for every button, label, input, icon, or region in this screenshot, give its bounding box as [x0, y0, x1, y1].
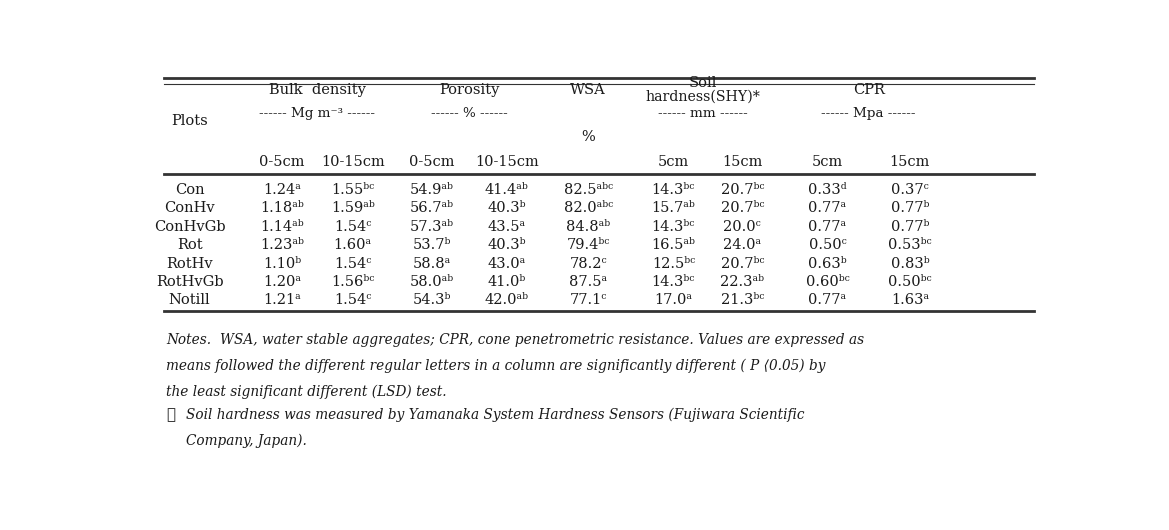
Text: 20.7ᵇᶜ: 20.7ᵇᶜ: [720, 201, 765, 216]
Text: 79.4ᵇᶜ: 79.4ᵇᶜ: [567, 238, 610, 252]
Text: 16.5ᵃᵇ: 16.5ᵃᵇ: [651, 238, 696, 252]
Text: 0.83ᵇ: 0.83ᵇ: [891, 257, 929, 271]
Text: 78.2ᶜ: 78.2ᶜ: [569, 257, 607, 271]
Text: 20.0ᶜ: 20.0ᶜ: [724, 220, 761, 234]
Text: 84.8ᵃᵇ: 84.8ᵃᵇ: [566, 220, 610, 234]
Text: 77.1ᶜ: 77.1ᶜ: [569, 293, 607, 307]
Text: 1.20ᵃ: 1.20ᵃ: [263, 275, 302, 289]
Text: 14.3ᵇᶜ: 14.3ᵇᶜ: [651, 183, 696, 197]
Text: Company, Japan).: Company, Japan).: [186, 434, 307, 448]
Text: RotHvGb: RotHvGb: [155, 275, 223, 289]
Text: means followed the different regular letters in a column are significantly diffe: means followed the different regular let…: [166, 359, 825, 373]
Text: ------ mm ------: ------ mm ------: [658, 107, 748, 120]
Text: Porosity: Porosity: [438, 83, 499, 97]
Text: Bulk  density: Bulk density: [269, 83, 366, 97]
Text: 1.24ᵃ: 1.24ᵃ: [263, 183, 300, 197]
Text: 58.8ᵃ: 58.8ᵃ: [413, 257, 450, 271]
Text: 40.3ᵇ: 40.3ᵇ: [487, 238, 526, 252]
Text: 14.3ᵇᶜ: 14.3ᵇᶜ: [651, 220, 696, 234]
Text: 1.55ᵇᶜ: 1.55ᵇᶜ: [331, 183, 374, 197]
Text: 0.63ᵇ: 0.63ᵇ: [808, 257, 846, 271]
Text: 1.63ᵃ: 1.63ᵃ: [891, 293, 929, 307]
Text: 1.54ᶜ: 1.54ᶜ: [334, 293, 372, 307]
Text: 1.54ᶜ: 1.54ᶜ: [334, 257, 372, 271]
Text: 54.3ᵇ: 54.3ᵇ: [413, 293, 451, 307]
Text: Soil hardness was measured by Yamanaka System Hardness Sensors (Fujiwara Scienti: Soil hardness was measured by Yamanaka S…: [186, 408, 804, 422]
Text: hardness(SHY)*: hardness(SHY)*: [645, 90, 761, 104]
Text: 1.14ᵃᵇ: 1.14ᵃᵇ: [261, 220, 304, 234]
Text: 5cm: 5cm: [658, 155, 689, 169]
Text: 82.5ᵃᵇᶜ: 82.5ᵃᵇᶜ: [563, 183, 613, 197]
Text: 0-5cm: 0-5cm: [260, 155, 305, 169]
Text: 10-15cm: 10-15cm: [475, 155, 539, 169]
Text: ------ Mpa ------: ------ Mpa ------: [822, 107, 915, 120]
Text: 12.5ᵇᶜ: 12.5ᵇᶜ: [652, 257, 696, 271]
Text: 14.3ᵇᶜ: 14.3ᵇᶜ: [651, 275, 696, 289]
Text: 1.10ᵇ: 1.10ᵇ: [263, 257, 302, 271]
Text: 0.77ᵃ: 0.77ᵃ: [808, 220, 846, 234]
Text: 43.0ᵃ: 43.0ᵃ: [487, 257, 526, 271]
Text: 20.7ᵇᶜ: 20.7ᵇᶜ: [720, 257, 765, 271]
Text: 42.0ᵃᵇ: 42.0ᵃᵇ: [485, 293, 528, 307]
Text: 82.0ᵃᵇᶜ: 82.0ᵃᵇᶜ: [563, 201, 613, 216]
Text: Soil: Soil: [689, 76, 718, 90]
Text: the least significant different (LSD) test.: the least significant different (LSD) te…: [166, 384, 447, 399]
Text: 1.23ᵃᵇ: 1.23ᵃᵇ: [260, 238, 304, 252]
Text: 20.7ᵇᶜ: 20.7ᵇᶜ: [720, 183, 765, 197]
Text: CPR: CPR: [852, 83, 885, 97]
Text: 15cm: 15cm: [722, 155, 762, 169]
Text: 1.59ᵃᵇ: 1.59ᵃᵇ: [331, 201, 374, 216]
Text: 56.7ᵃᵇ: 56.7ᵃᵇ: [409, 201, 454, 216]
Text: ConHv: ConHv: [165, 201, 215, 216]
Text: 41.0ᵇ: 41.0ᵇ: [487, 275, 526, 289]
Text: 0.77ᵇ: 0.77ᵇ: [891, 220, 929, 234]
Text: 1.18ᵃᵇ: 1.18ᵃᵇ: [261, 201, 304, 216]
Text: 40.3ᵇ: 40.3ᵇ: [487, 201, 526, 216]
Text: ConHvGb: ConHvGb: [154, 220, 226, 234]
Text: 1.56ᵇᶜ: 1.56ᵇᶜ: [331, 275, 374, 289]
Text: 41.4ᵃᵇ: 41.4ᵃᵇ: [485, 183, 528, 197]
Text: WSA: WSA: [570, 83, 606, 97]
Text: 17.0ᵃ: 17.0ᵃ: [655, 293, 692, 307]
Text: ------ % ------: ------ % ------: [430, 107, 507, 120]
Text: 0.77ᵃ: 0.77ᵃ: [808, 201, 846, 216]
Text: Notes.: Notes.: [166, 333, 212, 347]
Text: Plots: Plots: [171, 114, 208, 128]
Text: 1.54ᶜ: 1.54ᶜ: [334, 220, 372, 234]
Text: RotHv: RotHv: [166, 257, 213, 271]
Text: WSA, water stable aggregates; CPR, cone penetrometric resistance. Values are exp: WSA, water stable aggregates; CPR, cone …: [221, 333, 865, 347]
Text: 0.60ᵇᶜ: 0.60ᵇᶜ: [805, 275, 850, 289]
Text: 0.50ᶜ: 0.50ᶜ: [809, 238, 846, 252]
Text: 57.3ᵃᵇ: 57.3ᵃᵇ: [409, 220, 454, 234]
Text: 10-15cm: 10-15cm: [320, 155, 385, 169]
Text: ------ Mg m⁻³ ------: ------ Mg m⁻³ ------: [260, 107, 375, 120]
Text: 24.0ᵃ: 24.0ᵃ: [724, 238, 761, 252]
Text: 1.21ᵃ: 1.21ᵃ: [263, 293, 300, 307]
Text: 54.9ᵃᵇ: 54.9ᵃᵇ: [409, 183, 454, 197]
Text: Con: Con: [175, 183, 205, 197]
Text: 0.50ᵇᶜ: 0.50ᵇᶜ: [888, 275, 932, 289]
Text: 0.53ᵇᶜ: 0.53ᵇᶜ: [888, 238, 932, 252]
Text: 87.5ᵃ: 87.5ᵃ: [569, 275, 608, 289]
Text: 0.37ᶜ: 0.37ᶜ: [891, 183, 928, 197]
Text: 58.0ᵃᵇ: 58.0ᵃᵇ: [409, 275, 454, 289]
Text: 21.3ᵇᶜ: 21.3ᵇᶜ: [720, 293, 765, 307]
Text: 1.60ᵃ: 1.60ᵃ: [333, 238, 372, 252]
Text: 43.5ᵃ: 43.5ᵃ: [487, 220, 526, 234]
Text: 15.7ᵃᵇ: 15.7ᵃᵇ: [651, 201, 696, 216]
Text: ※: ※: [166, 408, 175, 422]
Text: 0.77ᵇ: 0.77ᵇ: [891, 201, 929, 216]
Text: 0.33ᵈ: 0.33ᵈ: [808, 183, 846, 197]
Text: 53.7ᵇ: 53.7ᵇ: [413, 238, 451, 252]
Text: Notill: Notill: [168, 293, 210, 307]
Text: %: %: [581, 130, 595, 144]
Text: 5cm: 5cm: [811, 155, 843, 169]
Text: Rot: Rot: [177, 238, 202, 252]
Text: 0-5cm: 0-5cm: [409, 155, 455, 169]
Text: 22.3ᵃᵇ: 22.3ᵃᵇ: [720, 275, 765, 289]
Text: 15cm: 15cm: [890, 155, 931, 169]
Text: 0.77ᵃ: 0.77ᵃ: [808, 293, 846, 307]
